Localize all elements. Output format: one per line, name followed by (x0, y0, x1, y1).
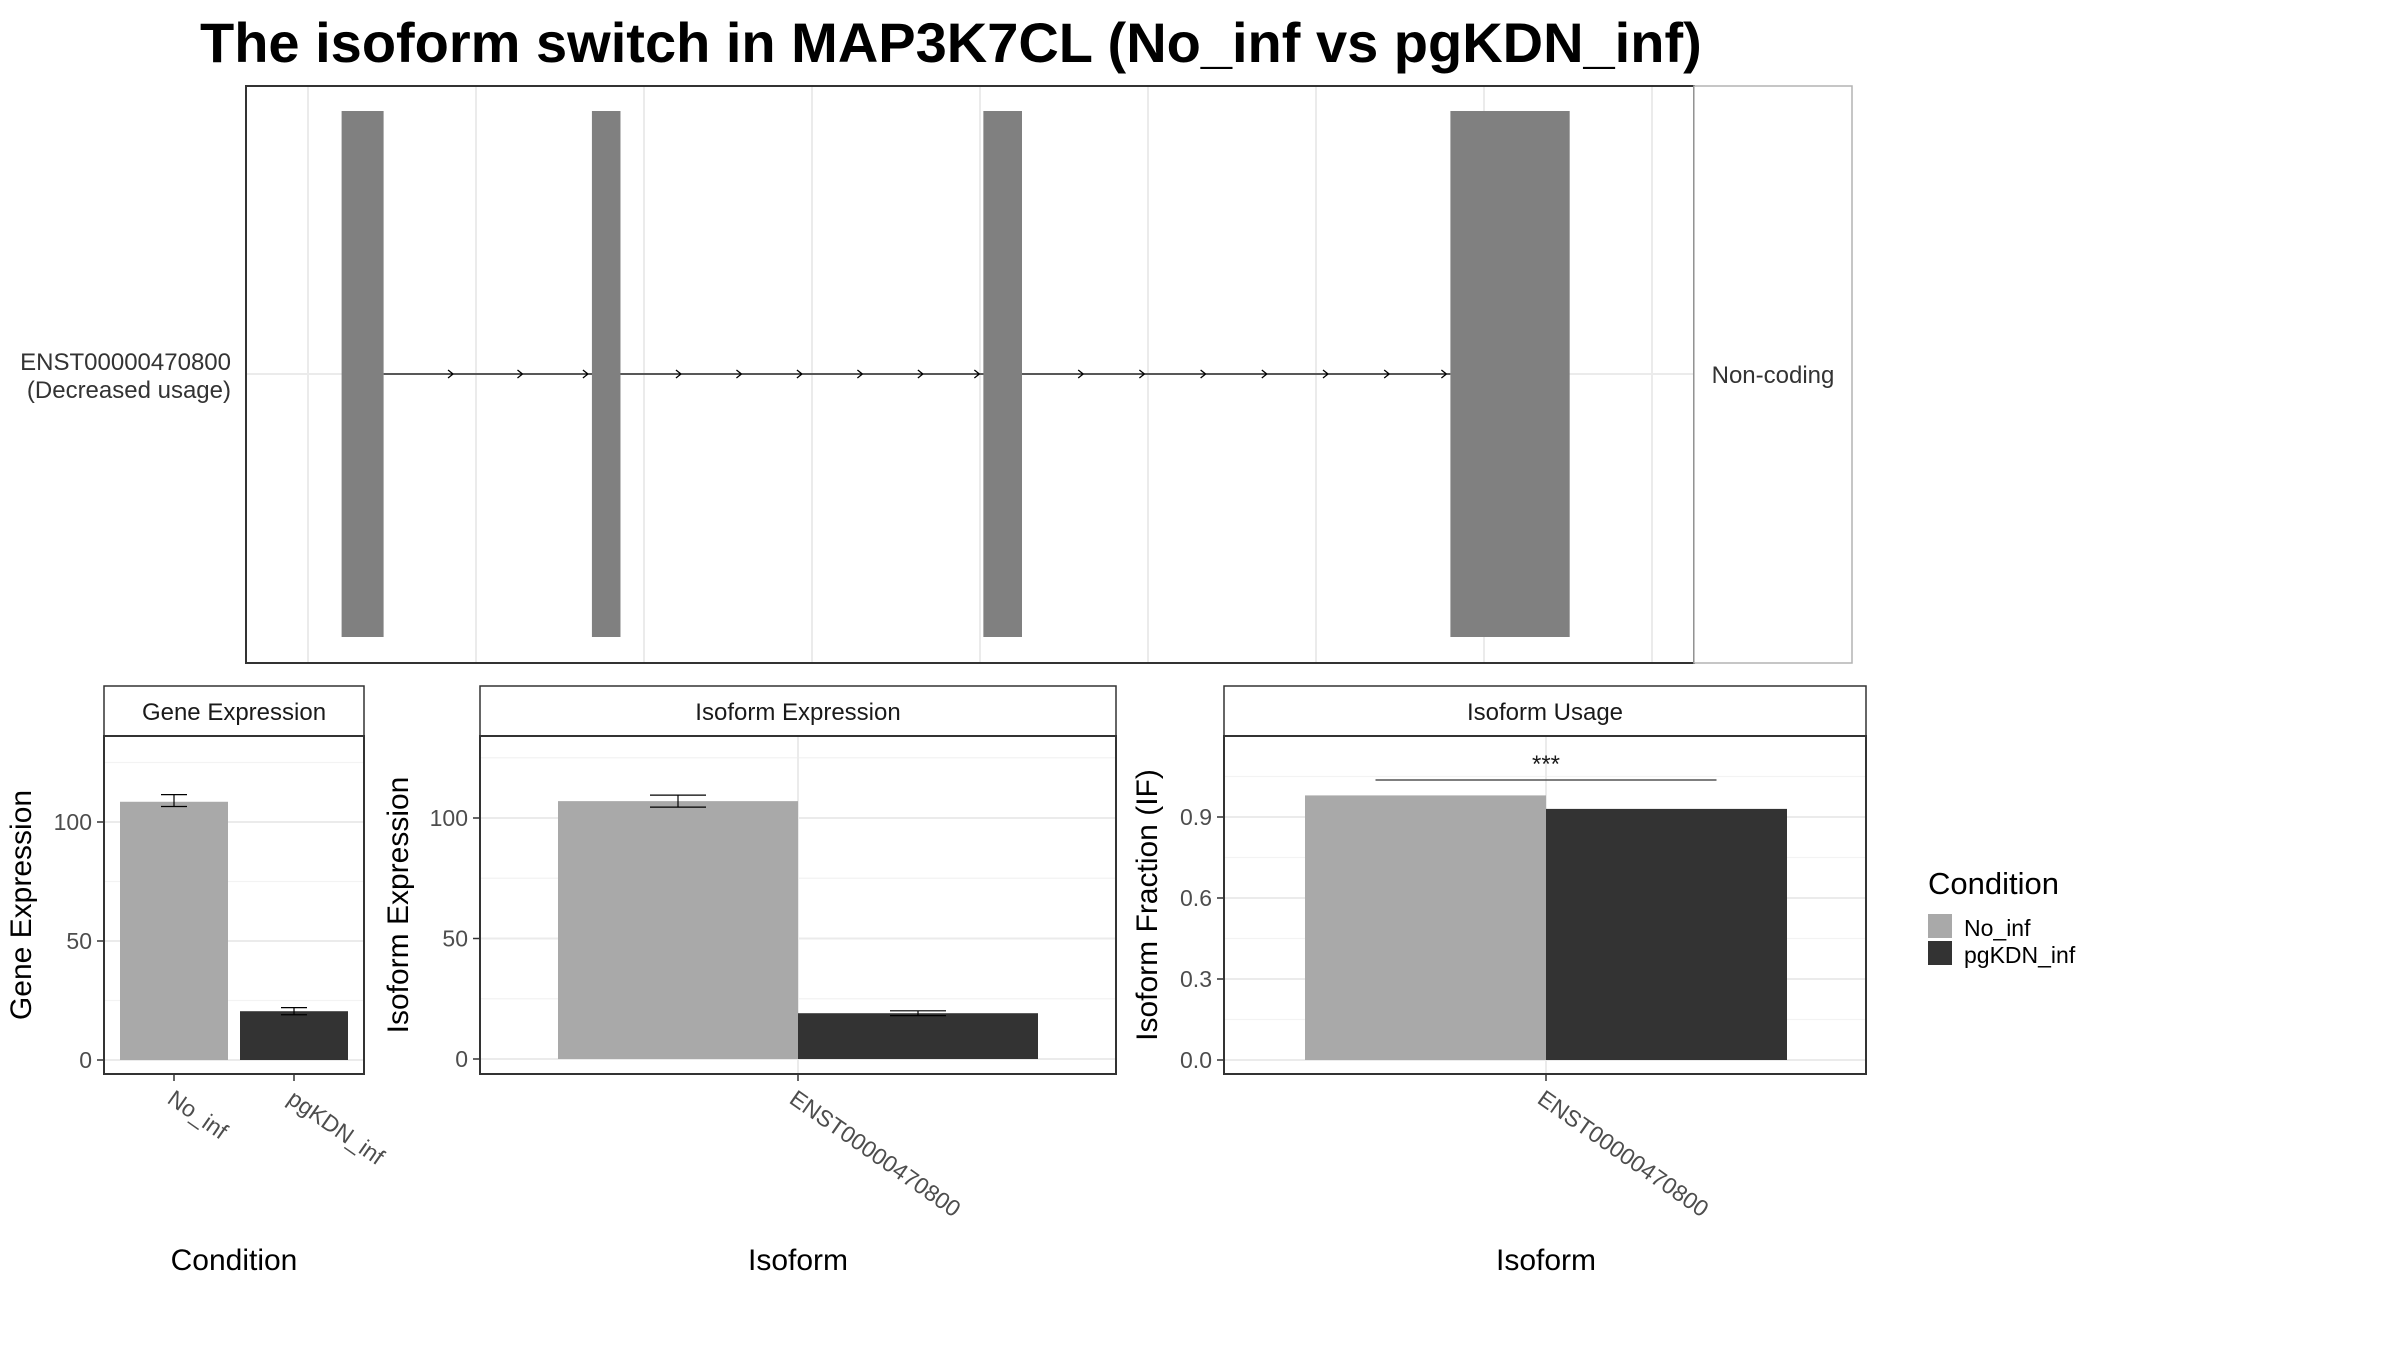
intron-arrow (582, 369, 589, 379)
intron-arrow (1138, 369, 1146, 379)
y-axis-title: Isoform Expression (382, 777, 415, 1034)
x-axis-title: Isoform (748, 1244, 848, 1277)
exon-4 (1450, 111, 1570, 637)
legend-title: Condition (1928, 866, 2059, 901)
y-tick-label: 100 (54, 809, 92, 835)
x-tick-label: ENST00000470800 (785, 1085, 965, 1222)
y-tick-label: 100 (430, 805, 468, 831)
y-tick-label: 0 (79, 1047, 92, 1073)
intron-arrow (856, 369, 864, 379)
legend-label-no-inf: No_inf (1964, 915, 2031, 941)
y-axis-title: Isoform Fraction (IF) (1131, 769, 1164, 1041)
y-tick-label: 0.6 (1180, 885, 1212, 911)
strip-title: Gene Expression (142, 699, 326, 726)
figure-title: The isoform switch in MAP3K7CL (No_inf v… (200, 11, 1702, 74)
intron-arrow (517, 369, 524, 379)
intron-arrow (1077, 369, 1085, 379)
y-tick-label: 0 (455, 1046, 468, 1072)
panel-border (479, 735, 1117, 1075)
y-axis-title: Gene Expression (5, 790, 38, 1020)
x-axis-title: Isoform (1496, 1244, 1596, 1277)
exon-1 (341, 111, 384, 637)
bar-pgkdn-inf (240, 1011, 348, 1060)
exon-2 (591, 111, 621, 637)
isoform-usage-note: (Decreased usage) (27, 377, 231, 404)
exon-group (341, 111, 1570, 637)
legend-swatch-no-inf (1928, 914, 1952, 938)
intron-arrow (1440, 369, 1448, 379)
isoform-id-label: ENST00000470800 (20, 349, 231, 376)
transcript-structure-panel: Non-coding ENST00000470800 (Decreased us… (20, 85, 1853, 664)
x-tick-label: pgKDN_inf (283, 1085, 390, 1170)
x-tick-label: ENST00000470800 (1533, 1085, 1713, 1222)
bar-no-inf (558, 801, 798, 1059)
condition-legend: Condition No_inf pgKDN_inf (1928, 866, 2076, 968)
intron-arrow (796, 369, 803, 379)
bar-pgkdn-inf (1546, 808, 1787, 1060)
intron-arrow (973, 369, 981, 379)
intron-arrow (917, 369, 924, 379)
isoform-usage-panel: Isoform Usage 0.0 0.3 0.6 0.9 *** ENST00000470… (1131, 685, 1867, 1277)
intron-direction-arrows (447, 369, 1448, 379)
gene-expression-panel: Gene Expression 0 50 100 No_inf pgKDN_inf Cond… (5, 685, 390, 1277)
intron-arrow (1383, 369, 1391, 379)
legend-swatch-pgkdn-inf (1928, 941, 1952, 965)
exon-3 (983, 111, 1022, 637)
panel-border (103, 735, 365, 1075)
structure-facet-label: Non-coding (1712, 362, 1835, 389)
legend-label-pgkdn-inf: pgKDN_inf (1964, 942, 2076, 968)
intron-arrow (736, 369, 743, 379)
bar-no-inf (120, 801, 228, 1060)
significance-stars: *** (1532, 751, 1560, 778)
panel-border (1223, 735, 1867, 1075)
x-axis-title: Condition (171, 1244, 298, 1277)
bar-no-inf (1305, 795, 1546, 1060)
intron-arrow (1261, 369, 1268, 379)
strip-box (479, 685, 1117, 737)
intron-arrow (447, 369, 455, 379)
intron-arrow (1322, 369, 1330, 379)
y-tick-label: 0.3 (1180, 966, 1212, 992)
isoform-expression-panel: Isoform Expression 0 50 100 ENST00000470800 I… (382, 685, 1117, 1277)
y-tick-label: 0.9 (1180, 804, 1212, 830)
strip-box (103, 685, 365, 737)
structure-facet-strip (1693, 85, 1853, 664)
y-tick-label: 0.0 (1180, 1047, 1212, 1073)
intron-arrow (675, 369, 683, 379)
strip-title: Isoform Expression (695, 699, 900, 726)
y-tick-label: 50 (442, 926, 468, 952)
x-tick-label: No_inf (163, 1085, 233, 1145)
strip-title: Isoform Usage (1467, 699, 1623, 726)
bar-pgkdn-inf (798, 1013, 1038, 1059)
intron-arrow (1200, 369, 1207, 379)
y-tick-label: 50 (66, 928, 92, 954)
